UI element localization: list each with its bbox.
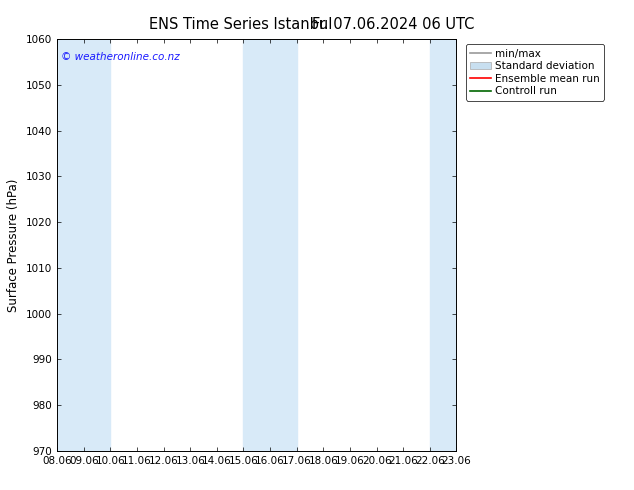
- Legend: min/max, Standard deviation, Ensemble mean run, Controll run: min/max, Standard deviation, Ensemble me…: [466, 45, 604, 100]
- Bar: [57, 39, 110, 451]
- Bar: [243, 39, 297, 451]
- Text: © weatheronline.co.nz: © weatheronline.co.nz: [61, 51, 180, 62]
- Text: ENS Time Series Istanbul: ENS Time Series Istanbul: [149, 17, 333, 32]
- Bar: [430, 39, 456, 451]
- Text: Fr. 07.06.2024 06 UTC: Fr. 07.06.2024 06 UTC: [312, 17, 474, 32]
- Y-axis label: Surface Pressure (hPa): Surface Pressure (hPa): [8, 178, 20, 312]
